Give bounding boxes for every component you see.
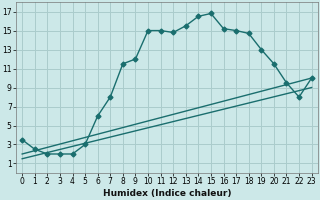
X-axis label: Humidex (Indice chaleur): Humidex (Indice chaleur) <box>103 189 231 198</box>
